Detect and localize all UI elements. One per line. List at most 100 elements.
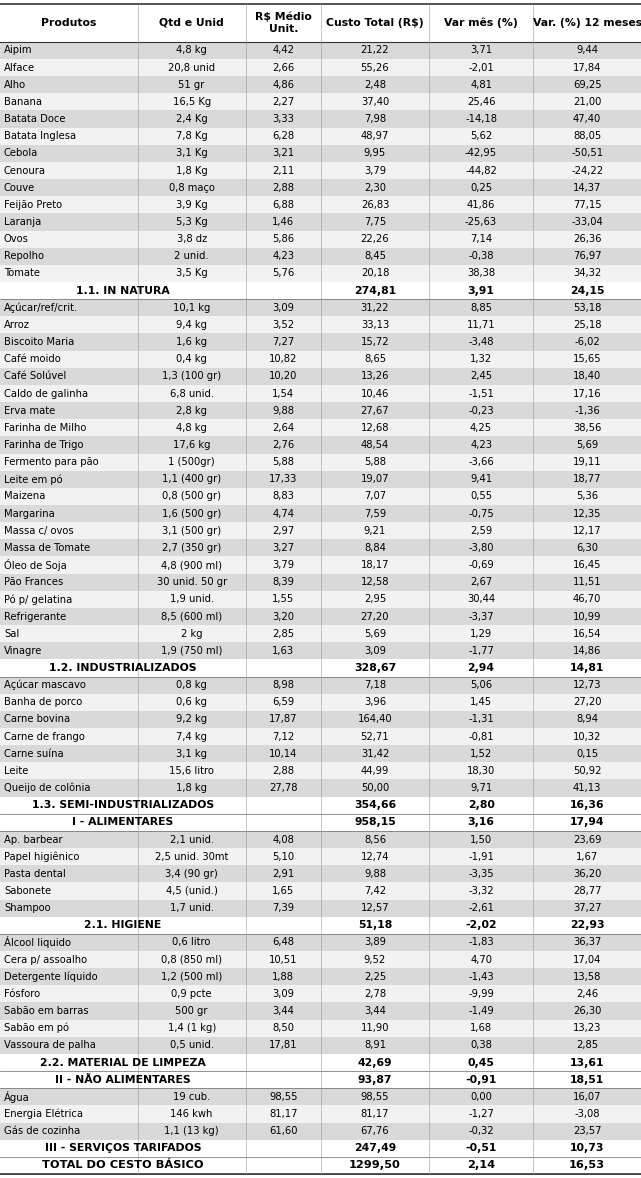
Bar	[0, 951, 641, 968]
Bar	[0, 1105, 641, 1123]
Text: 12,58: 12,58	[361, 577, 389, 587]
Text: 0,6 kg: 0,6 kg	[176, 697, 207, 707]
Text: 27,20: 27,20	[361, 611, 389, 622]
Text: Cera p/ assoalho: Cera p/ assoalho	[4, 954, 87, 965]
Text: 19,07: 19,07	[361, 475, 389, 484]
Text: Pasta dental: Pasta dental	[4, 869, 66, 879]
Text: 1,68: 1,68	[470, 1024, 492, 1033]
Text: 44,99: 44,99	[361, 766, 389, 776]
Text: 3,8 dz: 3,8 dz	[176, 234, 207, 244]
Text: 18,51: 18,51	[570, 1074, 604, 1085]
Text: 26,36: 26,36	[573, 234, 601, 244]
Text: 1,46: 1,46	[272, 217, 294, 227]
Text: Ap. barbear: Ap. barbear	[4, 834, 63, 845]
Text: 3,1 Kg: 3,1 Kg	[176, 148, 208, 158]
Text: -1,43: -1,43	[469, 972, 494, 981]
Text: 17,04: 17,04	[573, 954, 601, 965]
Text: 2,80: 2,80	[468, 800, 494, 810]
Text: Shampoo: Shampoo	[4, 904, 51, 913]
Text: -1,31: -1,31	[468, 714, 494, 724]
Text: Vinagre: Vinagre	[4, 646, 42, 656]
Text: Açúcar/ref/crit.: Açúcar/ref/crit.	[4, 303, 78, 313]
Text: 2,27: 2,27	[272, 97, 294, 107]
Text: 18,30: 18,30	[467, 766, 495, 776]
Text: 958,15: 958,15	[354, 818, 396, 827]
Text: 21,22: 21,22	[361, 46, 389, 55]
Text: Alho: Alho	[4, 80, 26, 90]
Text: Sabão em barras: Sabão em barras	[4, 1006, 88, 1017]
Text: 12,17: 12,17	[573, 525, 601, 536]
Text: 13,58: 13,58	[573, 972, 601, 981]
Text: 2,5 unid. 30mt: 2,5 unid. 30mt	[155, 852, 228, 861]
Text: 5,69: 5,69	[364, 629, 386, 638]
Bar	[0, 865, 641, 882]
Text: 1,3 (100 gr): 1,3 (100 gr)	[162, 371, 221, 382]
Text: 3,96: 3,96	[364, 697, 386, 707]
Text: 1,29: 1,29	[470, 629, 492, 638]
Text: 11,71: 11,71	[467, 320, 495, 330]
Text: 3,91: 3,91	[468, 285, 494, 296]
Text: Fósforo: Fósforo	[4, 988, 40, 999]
Text: 328,67: 328,67	[354, 663, 396, 673]
Bar	[0, 1139, 641, 1157]
Bar	[0, 830, 641, 848]
Text: Custo Total (R$): Custo Total (R$)	[326, 18, 424, 28]
Text: 3,27: 3,27	[272, 543, 294, 552]
Text: Erva mate: Erva mate	[4, 405, 55, 416]
Text: 2,45: 2,45	[470, 371, 492, 382]
Bar	[0, 934, 641, 951]
Text: Carne de frango: Carne de frango	[4, 732, 85, 742]
Bar	[0, 247, 641, 265]
Text: 3,4 (90 gr): 3,4 (90 gr)	[165, 869, 218, 879]
Bar	[0, 1037, 641, 1054]
Text: 3,5 Kg: 3,5 Kg	[176, 269, 208, 278]
Text: 1,9 (750 ml): 1,9 (750 ml)	[161, 646, 222, 656]
Text: 8,83: 8,83	[272, 491, 294, 502]
Text: 53,18: 53,18	[573, 303, 601, 312]
Text: 14,81: 14,81	[570, 663, 604, 673]
Text: 23,57: 23,57	[573, 1126, 601, 1136]
Text: 3,89: 3,89	[364, 938, 386, 947]
Text: 22,26: 22,26	[361, 234, 389, 244]
Bar	[0, 161, 641, 179]
Text: 3,9 Kg: 3,9 Kg	[176, 200, 208, 210]
Text: 88,05: 88,05	[573, 131, 601, 141]
Text: 11,51: 11,51	[573, 577, 601, 587]
Text: 51 gr: 51 gr	[178, 80, 205, 90]
Text: 3,71: 3,71	[470, 46, 492, 55]
Text: Batata Doce: Batata Doce	[4, 114, 65, 124]
Text: Qtd e Unid: Qtd e Unid	[159, 18, 224, 28]
Text: -3,08: -3,08	[574, 1108, 600, 1119]
Text: 4,23: 4,23	[470, 439, 492, 450]
Text: 7,12: 7,12	[272, 732, 294, 742]
Text: 15,65: 15,65	[573, 355, 601, 364]
Text: Álcool liquido: Álcool liquido	[4, 937, 71, 948]
Text: 8,65: 8,65	[364, 355, 386, 364]
Text: 22,93: 22,93	[570, 920, 604, 931]
Text: 16,54: 16,54	[573, 629, 601, 638]
Text: 1,4 (1 kg): 1,4 (1 kg)	[167, 1024, 216, 1033]
Bar	[0, 591, 641, 608]
Text: 37,27: 37,27	[573, 904, 601, 913]
Text: 1,88: 1,88	[272, 972, 294, 981]
Text: 12,74: 12,74	[361, 852, 389, 861]
Text: 2,8 kg: 2,8 kg	[176, 405, 207, 416]
Text: 8,84: 8,84	[364, 543, 386, 552]
Text: 36,20: 36,20	[573, 869, 601, 879]
Text: Água: Água	[4, 1091, 29, 1103]
Text: 17,87: 17,87	[269, 714, 297, 724]
Text: -1,36: -1,36	[574, 405, 600, 416]
Text: 4,5 (unid.): 4,5 (unid.)	[166, 886, 217, 896]
Text: 7,39: 7,39	[272, 904, 294, 913]
Text: 69,25: 69,25	[573, 80, 601, 90]
Bar	[0, 436, 641, 454]
Text: -2,01: -2,01	[468, 62, 494, 73]
Text: 2.2. MATERIAL DE LIMPEZA: 2.2. MATERIAL DE LIMPEZA	[40, 1058, 206, 1067]
Text: 2,88: 2,88	[272, 766, 294, 776]
Bar	[0, 626, 641, 642]
Text: 2,88: 2,88	[272, 183, 294, 193]
Text: 3,33: 3,33	[272, 114, 294, 124]
Text: 0,9 pcte: 0,9 pcte	[171, 988, 212, 999]
Text: 6,30: 6,30	[576, 543, 598, 552]
Text: Açúcar mascavo: Açúcar mascavo	[4, 680, 86, 690]
